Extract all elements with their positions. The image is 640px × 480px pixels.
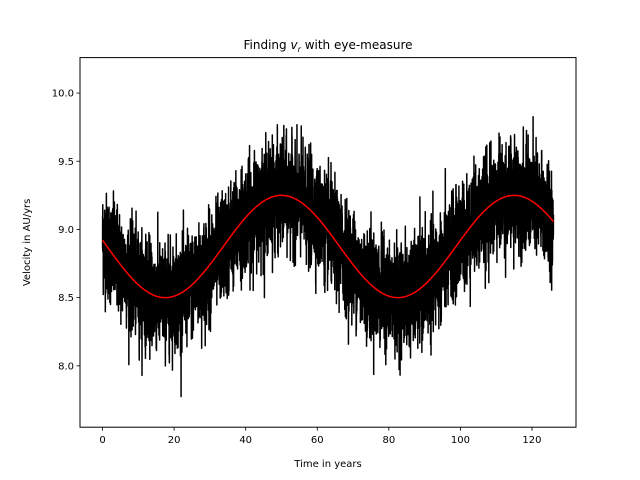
x-axis: 0 20 40 60 80 100 120 bbox=[99, 427, 542, 446]
x-tick-label: 100 bbox=[451, 435, 470, 446]
y-axis: 8.0 8.5 9.0 9.5 10.0 bbox=[52, 89, 80, 372]
y-tick-label: 8.5 bbox=[58, 293, 74, 304]
y-tick-label: 9.5 bbox=[58, 157, 74, 168]
plot-frame bbox=[79, 57, 577, 428]
series-noisy-data-line bbox=[101, 116, 555, 398]
title-sub: r bbox=[298, 45, 302, 54]
x-tick-label: 40 bbox=[239, 435, 252, 446]
title-after: with eye-measure bbox=[301, 38, 413, 52]
x-tick-label: 80 bbox=[382, 435, 395, 446]
x-tick-label: 20 bbox=[168, 435, 181, 446]
x-tick-label: 0 bbox=[99, 435, 105, 446]
y-axis-label: Velocity in AU/yrs bbox=[22, 199, 33, 286]
y-tick-label: 8.0 bbox=[58, 361, 74, 372]
x-tick-label: 120 bbox=[522, 435, 541, 446]
chart-title: Finding vr with eye-measure bbox=[244, 38, 413, 54]
x-tick-label: 60 bbox=[311, 435, 324, 446]
y-tick-label: 10.0 bbox=[52, 89, 74, 100]
y-tick-label: 9.0 bbox=[58, 225, 74, 236]
title-before: Finding bbox=[244, 38, 291, 52]
series-model-curve-line bbox=[101, 194, 555, 299]
x-axis-label: Time in years bbox=[293, 459, 361, 470]
title-var: v bbox=[290, 38, 298, 52]
